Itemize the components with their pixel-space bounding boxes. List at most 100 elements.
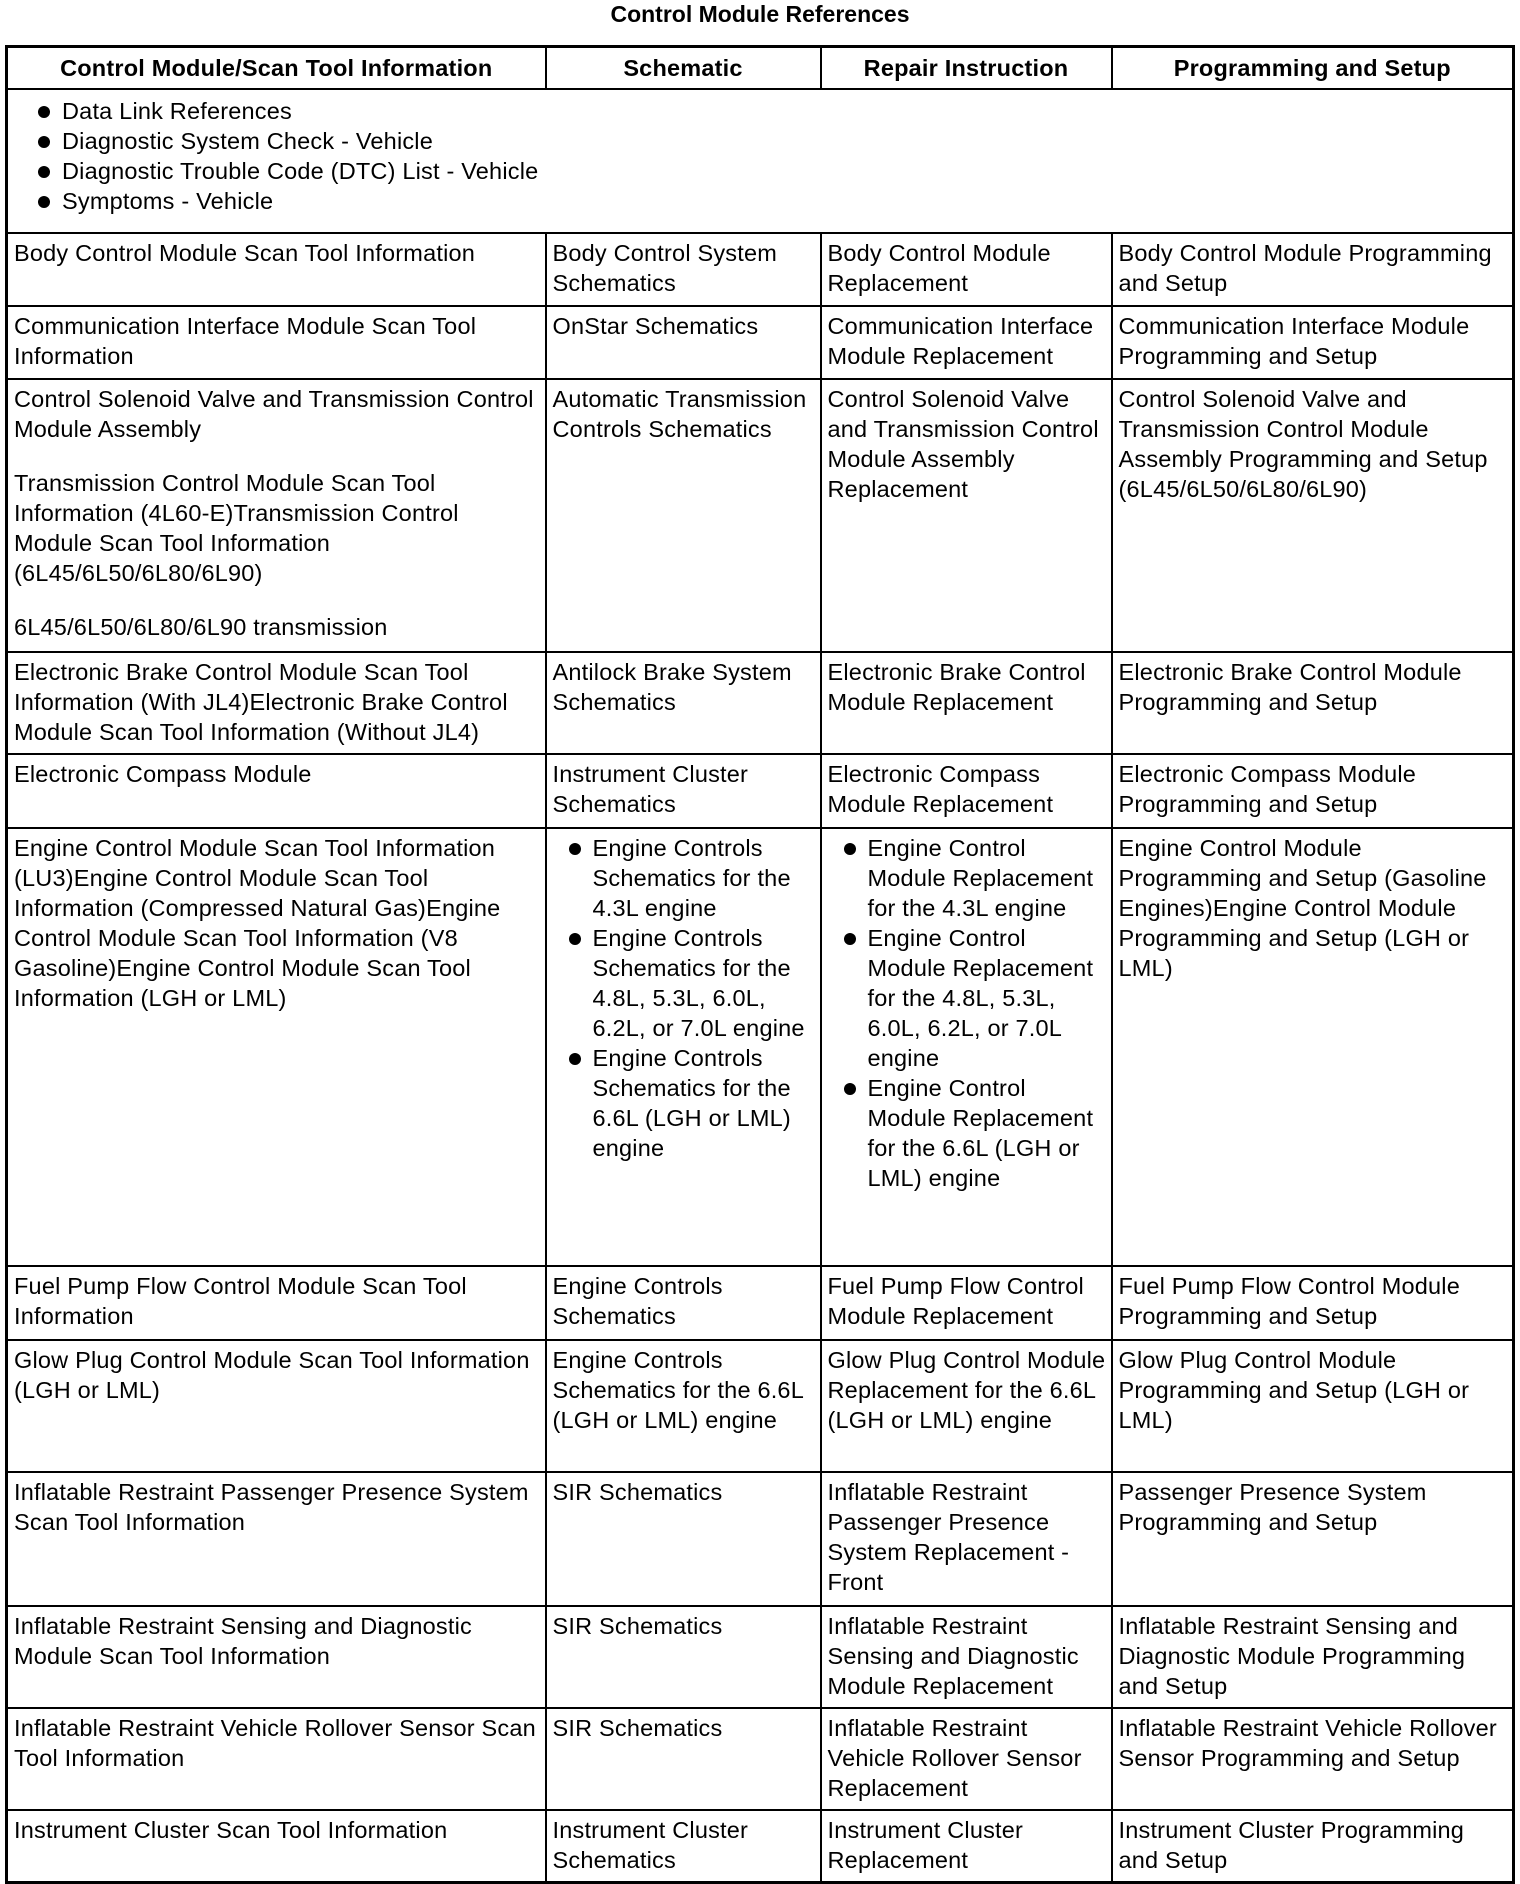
- schematic-link[interactable]: SIR Schematics: [552, 1479, 723, 1505]
- repair-link[interactable]: Electronic Compass Module Replacement: [827, 761, 1054, 817]
- info-cell: Fuel Pump Flow Control Module Scan Tool …: [5, 1265, 547, 1341]
- programming-link[interactable]: Passenger Presence System Programming an…: [1118, 1479, 1427, 1535]
- info-cell: Communication Interface Module Scan Tool…: [5, 305, 547, 380]
- info-link[interactable]: Inflatable Restraint Vehicle Rollover Se…: [14, 1715, 536, 1771]
- info-link[interactable]: Inflatable Restraint Passenger Presence …: [14, 1479, 529, 1535]
- repair-cell: Body Control Module Replacement: [819, 232, 1113, 307]
- schematic-link[interactable]: Engine Controls Schematics for the 6.6L …: [563, 1043, 816, 1163]
- programming-cell: Fuel Pump Flow Control Module Programmin…: [1110, 1265, 1515, 1341]
- table-row: Inflatable Restraint Passenger Presence …: [5, 1471, 1515, 1607]
- programming-link[interactable]: Glow Plug Control Module Programming and…: [1118, 1347, 1470, 1433]
- schematic-list: Engine Controls Schematics for the 4.3L …: [553, 833, 816, 1163]
- programming-cell: Communication Interface Module Programmi…: [1110, 305, 1515, 380]
- schematic-link[interactable]: Engine Controls Schematics for the 4.3L …: [563, 833, 816, 923]
- repair-link[interactable]: Glow Plug Control Module Replacement for…: [827, 1347, 1106, 1433]
- repair-cell: Inflatable Restraint Passenger Presence …: [819, 1471, 1113, 1607]
- schematic-link[interactable]: Antilock Brake System Schematics: [552, 659, 792, 715]
- programming-cell: Instrument Cluster Programming and Setup: [1110, 1809, 1515, 1883]
- info-link[interactable]: Control Solenoid Valve and Transmission …: [14, 386, 534, 442]
- programming-cell: Electronic Brake Control Module Programm…: [1110, 651, 1515, 755]
- link-diagnostic-system-check[interactable]: Diagnostic System Check - Vehicle: [32, 126, 1508, 156]
- repair-link[interactable]: Fuel Pump Flow Control Module Replacemen…: [827, 1273, 1084, 1329]
- programming-link[interactable]: Electronic Compass Module Programming an…: [1118, 761, 1417, 817]
- info-cell: Electronic Compass Module: [5, 753, 547, 829]
- schematic-link[interactable]: SIR Schematics: [552, 1715, 723, 1741]
- schematic-cell: Engine Controls Schematics for the 4.3L …: [544, 827, 822, 1267]
- general-links-row: Data Link References Diagnostic System C…: [5, 88, 1515, 234]
- repair-link[interactable]: Control Solenoid Valve and Transmission …: [827, 386, 1099, 502]
- programming-link[interactable]: Inflatable Restraint Vehicle Rollover Se…: [1118, 1715, 1497, 1771]
- schematic-link[interactable]: Body Control System Schematics: [552, 240, 778, 296]
- programming-link[interactable]: Instrument Cluster Programming and Setup: [1118, 1817, 1465, 1873]
- header-repair: Repair Instruction: [819, 45, 1113, 90]
- info-link[interactable]: Transmission Control Module Scan Tool In…: [14, 470, 459, 586]
- repair-link[interactable]: Engine Control Module Replacement for th…: [838, 923, 1107, 1073]
- programming-cell: Control Solenoid Valve and Transmission …: [1110, 378, 1515, 653]
- info-cell: Inflatable Restraint Sensing and Diagnos…: [5, 1605, 547, 1709]
- schematic-cell: Body Control System Schematics: [544, 232, 822, 307]
- repair-cell: Electronic Brake Control Module Replacem…: [819, 651, 1113, 755]
- table-row: Control Solenoid Valve and Transmission …: [5, 378, 1515, 653]
- programming-cell: Body Control Module Programming and Setu…: [1110, 232, 1515, 307]
- info-link[interactable]: Instrument Cluster Scan Tool Information: [14, 1817, 448, 1843]
- repair-link[interactable]: Inflatable Restraint Passenger Presence …: [827, 1479, 1070, 1595]
- repair-link[interactable]: Inflatable Restraint Sensing and Diagnos…: [827, 1613, 1079, 1699]
- schematic-link[interactable]: Engine Controls Schematics: [552, 1273, 723, 1329]
- repair-cell: Electronic Compass Module Replacement: [819, 753, 1113, 829]
- programming-link[interactable]: Inflatable Restraint Sensing and Diagnos…: [1118, 1613, 1466, 1699]
- link-symptoms[interactable]: Symptoms - Vehicle: [32, 186, 1508, 216]
- link-data-link-references[interactable]: Data Link References: [32, 96, 1508, 126]
- info-link[interactable]: Fuel Pump Flow Control Module Scan Tool …: [14, 1273, 467, 1329]
- info-link[interactable]: Communication Interface Module Scan Tool…: [14, 313, 477, 369]
- table-row: Electronic Brake Control Module Scan Too…: [5, 651, 1515, 755]
- table-row: Glow Plug Control Module Scan Tool Infor…: [5, 1339, 1515, 1473]
- page-title: Control Module References: [610, 1, 910, 27]
- programming-link[interactable]: Engine Control Module Programming and Se…: [1118, 835, 1487, 981]
- programming-link[interactable]: Control Solenoid Valve and Transmission …: [1118, 386, 1488, 502]
- info-link[interactable]: Glow Plug Control Module Scan Tool Infor…: [14, 1347, 530, 1403]
- programming-link[interactable]: Body Control Module Programming and Setu…: [1118, 240, 1492, 296]
- info-cell: Control Solenoid Valve and Transmission …: [5, 378, 547, 653]
- info-cell: Electronic Brake Control Module Scan Too…: [5, 651, 547, 755]
- info-link[interactable]: Electronic Brake Control Module Scan Too…: [14, 659, 508, 745]
- schematic-cell: SIR Schematics: [544, 1605, 822, 1709]
- programming-cell: Glow Plug Control Module Programming and…: [1110, 1339, 1515, 1473]
- programming-link[interactable]: Communication Interface Module Programmi…: [1118, 313, 1470, 369]
- schematic-link[interactable]: SIR Schematics: [552, 1613, 723, 1639]
- table-row: Inflatable Restraint Vehicle Rollover Se…: [5, 1707, 1515, 1811]
- table-row: Electronic Compass Module Instrument Clus…: [5, 753, 1515, 829]
- schematic-link[interactable]: Instrument Cluster Schematics: [552, 1817, 749, 1873]
- general-links-list: Data Link References Diagnostic System C…: [14, 96, 1508, 216]
- programming-cell: Passenger Presence System Programming an…: [1110, 1471, 1515, 1607]
- info-cell: Instrument Cluster Scan Tool Information: [5, 1809, 547, 1883]
- table-row: Inflatable Restraint Sensing and Diagnos…: [5, 1605, 1515, 1709]
- link-dtc-list[interactable]: Diagnostic Trouble Code (DTC) List - Veh…: [32, 156, 1508, 186]
- repair-link[interactable]: Inflatable Restraint Vehicle Rollover Se…: [827, 1715, 1082, 1801]
- info-link[interactable]: Engine Control Module Scan Tool Informat…: [14, 835, 501, 1011]
- programming-link[interactable]: Fuel Pump Flow Control Module Programmin…: [1118, 1273, 1460, 1329]
- schematic-link[interactable]: Engine Controls Schematics for the 4.8L,…: [563, 923, 816, 1043]
- repair-link[interactable]: Instrument Cluster Replacement: [827, 1817, 1024, 1873]
- schematic-link[interactable]: Automatic Transmission Controls Schemati…: [552, 386, 807, 442]
- info-link[interactable]: Electronic Compass Module: [14, 761, 312, 787]
- control-module-references-table: Control Module/Scan Tool Information Sch…: [5, 45, 1515, 1884]
- table-row: Instrument Cluster Scan Tool Information…: [5, 1809, 1515, 1883]
- repair-link[interactable]: Engine Control Module Replacement for th…: [838, 1073, 1107, 1193]
- repair-link[interactable]: Communication Interface Module Replaceme…: [827, 313, 1094, 369]
- repair-link[interactable]: Body Control Module Replacement: [827, 240, 1051, 296]
- info-link[interactable]: Inflatable Restraint Sensing and Diagnos…: [14, 1613, 472, 1669]
- schematic-cell: Instrument Cluster Schematics: [544, 1809, 822, 1883]
- header-info: Control Module/Scan Tool Information: [5, 45, 547, 90]
- schematic-link[interactable]: OnStar Schematics: [552, 313, 759, 339]
- info-link[interactable]: Body Control Module Scan Tool Informatio…: [14, 240, 476, 266]
- repair-link[interactable]: Engine Control Module Replacement for th…: [838, 833, 1107, 923]
- header-schematic: Schematic: [544, 45, 822, 90]
- info-link[interactable]: 6L45/6L50/6L80/6L90 transmission: [14, 614, 388, 640]
- schematic-link[interactable]: Instrument Cluster Schematics: [552, 761, 749, 817]
- schematic-link[interactable]: Engine Controls Schematics for the 6.6L …: [552, 1347, 804, 1433]
- repair-cell: Instrument Cluster Replacement: [819, 1809, 1113, 1883]
- programming-cell: Electronic Compass Module Programming an…: [1110, 753, 1515, 829]
- repair-link[interactable]: Electronic Brake Control Module Replacem…: [827, 659, 1086, 715]
- repair-cell: Inflatable Restraint Sensing and Diagnos…: [819, 1605, 1113, 1709]
- programming-link[interactable]: Electronic Brake Control Module Programm…: [1118, 659, 1462, 715]
